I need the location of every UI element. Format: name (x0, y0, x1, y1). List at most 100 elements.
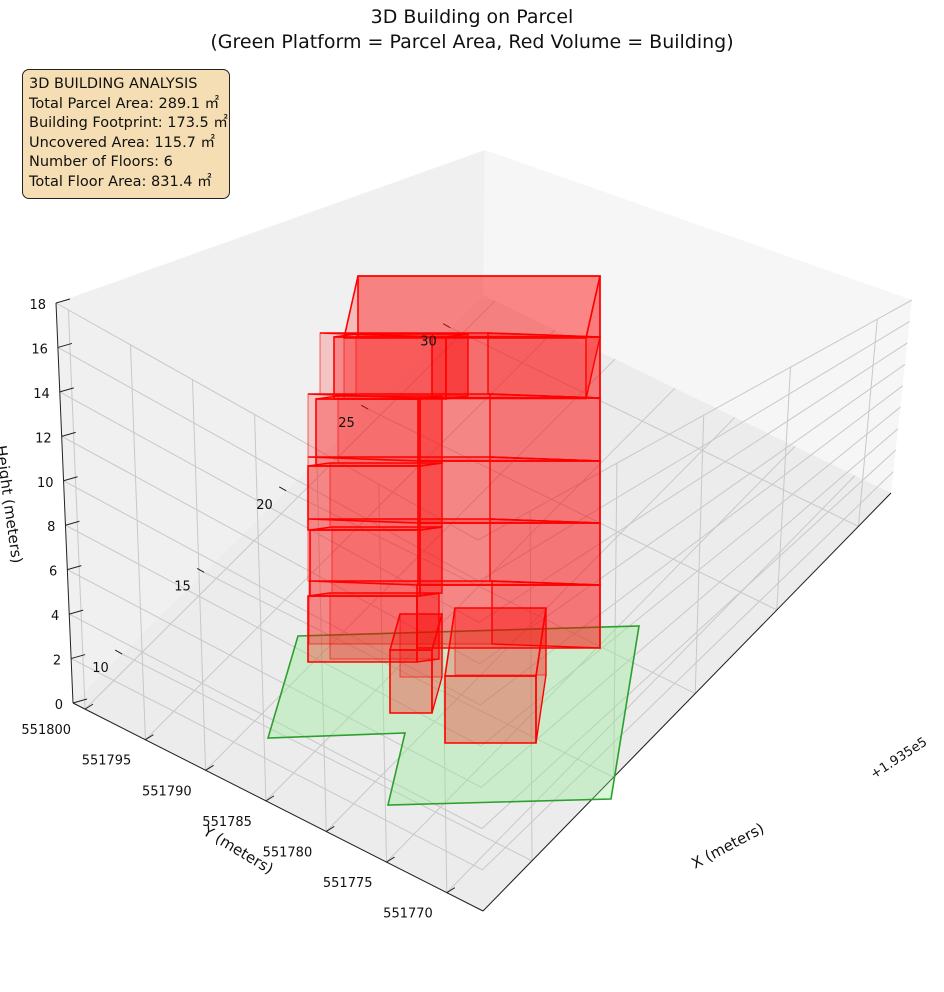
z-tick (57, 342, 73, 348)
y-tick-label: 551780 (263, 845, 313, 860)
axes-panes (56, 150, 912, 911)
z-tick-label: 12 (35, 431, 52, 446)
chart-title: 3D Building on Parcel (370, 6, 574, 28)
gridline-z (63, 385, 904, 706)
z-tick (63, 476, 78, 482)
axis-line-x (482, 492, 892, 912)
building-block-7 (309, 526, 443, 597)
z-tick-label: 4 (51, 609, 59, 624)
building-block-9-front (315, 398, 421, 467)
gridline-z (67, 428, 899, 788)
building-block-10-front (333, 336, 447, 400)
gridline-z (59, 342, 908, 623)
axis-lines (55, 302, 892, 912)
y-tick (265, 795, 275, 802)
gridline-z (61, 363, 906, 665)
z-tick (59, 387, 74, 393)
analysis-info-box: 3D BUILDING ANALYSIS Total Parcel Area: … (22, 69, 230, 199)
z-tick-label: 10 (37, 476, 54, 491)
building-block-6 (342, 275, 602, 400)
building-block-8 (307, 462, 443, 531)
axis-line-y (72, 702, 484, 912)
building-block-13 (307, 592, 440, 663)
building-block-2 (307, 518, 601, 586)
y-tick-label: 551775 (323, 876, 373, 891)
tick-marks (55, 298, 456, 894)
pane-floor (73, 295, 891, 911)
building-block-7-side (419, 526, 443, 597)
y-tick-label: 551795 (82, 754, 132, 769)
info-line-footprint: Building Footprint: 173.5 ㎡ (29, 115, 228, 132)
z-tick (72, 698, 88, 704)
z-tick (67, 565, 82, 571)
x-tick (442, 323, 451, 329)
info-line-parcel-area: Total Parcel Area: 289.1 ㎡ (29, 95, 220, 112)
x-tick (360, 404, 369, 410)
pane-left (56, 150, 485, 703)
gridline-z (70, 471, 894, 871)
building-block-8-front (307, 465, 421, 531)
y-tick (145, 734, 154, 741)
axis-line-z (55, 302, 74, 704)
info-line-floor-area: Total Floor Area: 831.4 ㎡ (29, 173, 212, 190)
building-block-3-front (417, 460, 601, 524)
x-tick-label: 10 (92, 661, 109, 676)
x-axis-label: X (meters) (688, 819, 767, 872)
y-tick (205, 764, 214, 771)
x-tick-label: 25 (338, 416, 355, 431)
building-block-10 (333, 333, 469, 400)
building-block-11-front (389, 649, 433, 714)
y-tick (386, 856, 395, 863)
building-block-9 (315, 395, 443, 467)
z-tick (65, 520, 80, 526)
building-block-7-front (309, 529, 421, 597)
building-block-12 (444, 607, 547, 744)
building-block-13-side (416, 592, 440, 663)
building-block-10-side (445, 333, 469, 400)
info-line-floors: Number of Floors: 6 (29, 154, 173, 171)
info-line-uncovered: Uncovered Area: 115.7 ㎡ (29, 134, 216, 151)
building-block-13-front (307, 595, 418, 663)
x-tick (278, 486, 287, 492)
z-tick-label: 18 (29, 298, 46, 313)
z-tick-label: 14 (33, 387, 50, 402)
building-block-9-side (419, 395, 443, 467)
building-layer (307, 275, 602, 744)
y-tick-label: 551800 (21, 723, 71, 738)
z-tick-label: 16 (31, 342, 48, 357)
building-block-12-top (444, 607, 547, 677)
building-block-2-front (417, 522, 601, 586)
x-tick (196, 568, 205, 573)
pane-right (483, 150, 912, 493)
z-tick (61, 431, 76, 437)
y-tick (84, 703, 94, 710)
z-tick-label: 2 (53, 654, 61, 669)
y-tick (446, 887, 456, 894)
y-tick-label: 551790 (142, 784, 192, 799)
z-tick (70, 654, 86, 660)
z-tick (55, 298, 71, 304)
x-tick (114, 649, 123, 655)
z-tick-label: 0 (55, 698, 63, 713)
z-tick-label: 6 (49, 565, 57, 580)
y-tick (325, 826, 335, 832)
building-block-6-front (357, 275, 601, 338)
building-block-4 (307, 393, 601, 462)
y-tick-label: 551770 (383, 907, 433, 922)
y-tick-label: 551785 (202, 815, 252, 830)
chart-subtitle: (Green Platform = Parcel Area, Red Volum… (210, 31, 734, 53)
building-block-8-side (419, 462, 443, 531)
building-block-4-front (417, 397, 601, 462)
x-tick-label: 15 (174, 579, 191, 594)
x-tick-label: 20 (256, 498, 273, 513)
z-tick (69, 609, 84, 615)
info-heading: 3D BUILDING ANALYSIS (29, 76, 198, 92)
z-tick-label: 8 (47, 520, 55, 535)
gridline-z (65, 406, 901, 747)
building-block-12-front (444, 675, 537, 744)
x-tick-label: 30 (420, 335, 437, 350)
gridline-z (55, 299, 913, 541)
x-offset-label: +1.935e5 (868, 735, 930, 783)
gridline-z (68, 449, 897, 830)
